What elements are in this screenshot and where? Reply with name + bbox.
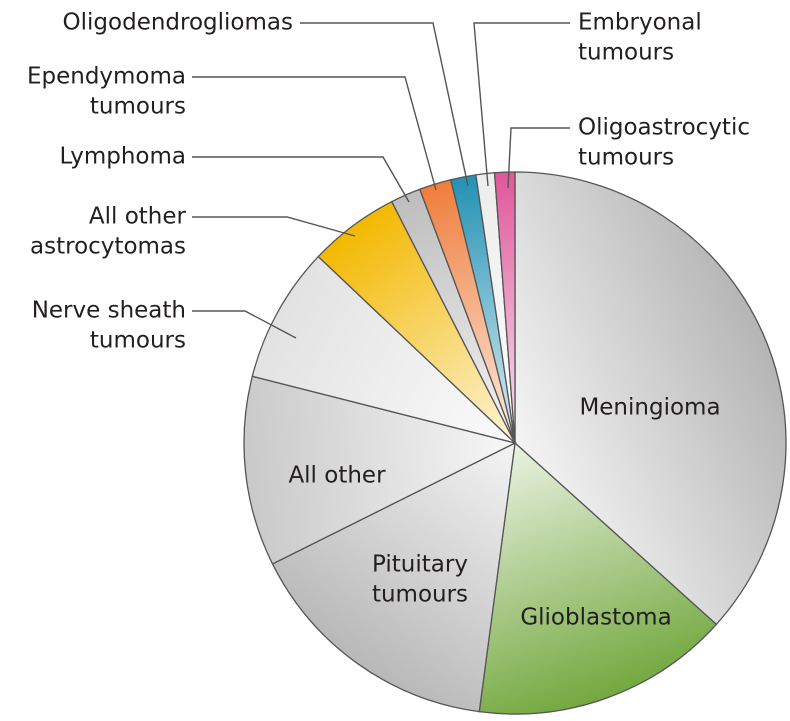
slice-label-nerve-sheath-tumours: Nerve sheath tumours [32,298,186,354]
slice-labels: Meningioma Glioblastoma Pituitary tumours Al… [27,10,750,631]
slice-label-glioblastoma: Glioblastoma [520,605,671,631]
slice-label-line: Embryonal [578,10,702,36]
slice-label-line: Nerve sheath [32,298,186,324]
slice-label-line: Ependymoma [27,64,186,90]
pie-slice-all-other [243,375,517,565]
slice-label-all-other-astrocytomas: All other astrocytomas [30,204,186,260]
slice-label-line: All other [89,204,187,230]
pie-slice-nerve-sheath-tumours [251,255,518,445]
leader-line-oligodendrogliomas [300,22,469,187]
slice-label-line: Lymphoma [60,144,186,170]
leader-line-nerve-sheath-tumours [192,310,297,339]
leader-line-lymphoma [192,156,410,203]
slice-label-line: tumours [578,40,674,66]
slice-label-line: tumours [372,582,468,608]
leader-line-all-other-astrocytomas [192,216,356,237]
slice-label-line: Oligoastrocytic [578,115,750,141]
pie-slice-oligoastrocytic-tumours [493,171,516,444]
leader-line-embryonal-tumours [473,22,570,187]
pie-slice-pituitary-tumours [271,441,516,713]
slice-label-line: All other [288,463,386,489]
slice-label-pituitary-tumours: Pituitary tumours [372,552,468,608]
slice-label-line: Meningioma [579,395,720,421]
label-leaders [192,22,570,339]
slice-label-line: astrocytomas [30,234,186,260]
pie-slice-glioblastoma [478,441,718,715]
slice-label-line: Pituitary [372,552,468,578]
slice-label-ependymoma-tumours: Ependymoma tumours [27,64,186,120]
slice-label-oligoastrocytic-tumours: Oligoastrocytic tumours [578,115,750,171]
slice-label-line: tumours [90,94,186,120]
slice-label-meningioma: Meningioma [579,395,720,421]
slice-label-line: Glioblastoma [520,605,671,631]
pie-slices [243,171,787,715]
pie-slice-meningioma [514,171,787,626]
slice-label-oligodendrogliomas: Oligodendrogliomas [63,10,293,36]
slice-label-line: tumours [90,328,186,354]
slice-label-line: tumours [578,145,674,171]
slice-label-all-other: All other [288,463,386,489]
slice-label-embryonal-tumours: Embryonal tumours [578,10,702,66]
slice-label-line: Oligodendrogliomas [63,10,293,36]
slice-label-lymphoma: Lymphoma [60,144,186,170]
leader-line-oligoastrocytic-tumours [507,127,570,189]
leader-line-ependymoma-tumours [192,76,437,191]
